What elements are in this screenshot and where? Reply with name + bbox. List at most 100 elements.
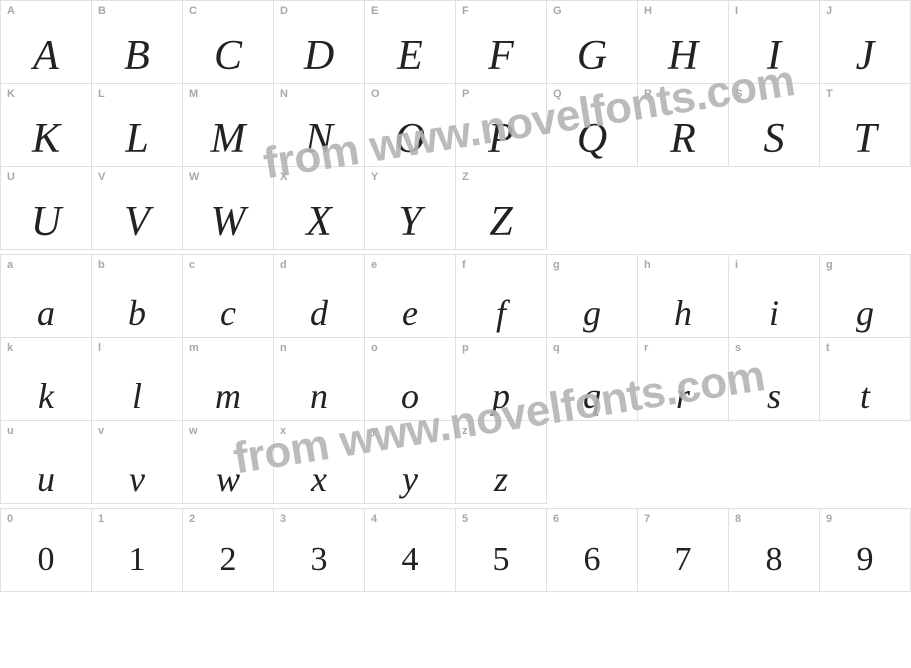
cell-glyph: 6 [547, 543, 637, 577]
glyph-cell: ww [183, 421, 274, 504]
cell-glyph: U [1, 201, 91, 243]
glyph-cell: 77 [638, 509, 729, 592]
cell-glyph: L [92, 118, 182, 160]
cell-label: p [462, 342, 469, 354]
glyph-cell: 22 [183, 509, 274, 592]
cell-glyph: 2 [183, 543, 273, 577]
cell-label: B [98, 5, 106, 17]
glyph-cell: VV [92, 167, 183, 250]
cell-label: M [189, 88, 198, 100]
glyph-cell: ZZ [456, 167, 547, 250]
glyph-cell: GG [547, 1, 638, 84]
glyph-cell: NN [274, 84, 365, 167]
cell-label: O [371, 88, 380, 100]
glyph-cell: DD [274, 1, 365, 84]
cell-label: n [280, 342, 287, 354]
cell-glyph: C [183, 35, 273, 77]
glyph-cell: JJ [820, 1, 911, 84]
glyph-cell: hh [638, 255, 729, 338]
cell-glyph: v [92, 461, 182, 497]
cell-label: N [280, 88, 288, 100]
cell-label: T [826, 88, 833, 100]
cell-glyph: s [729, 378, 819, 414]
glyph-cell: CC [183, 1, 274, 84]
cell-glyph: X [274, 201, 364, 243]
cell-label: F [462, 5, 469, 17]
cell-glyph: M [183, 118, 273, 160]
cell-glyph: z [456, 461, 546, 497]
cell-glyph: F [456, 35, 546, 77]
cell-label: g [826, 259, 833, 271]
cell-label: Z [462, 171, 469, 183]
cell-label: U [7, 171, 15, 183]
cell-label: l [98, 342, 101, 354]
cell-label: s [735, 342, 741, 354]
glyph-cell: aa [1, 255, 92, 338]
glyph-cell: EE [365, 1, 456, 84]
glyph-cell: RR [638, 84, 729, 167]
cell-glyph: D [274, 35, 364, 77]
cell-glyph: Q [547, 118, 637, 160]
glyph-cell: HH [638, 1, 729, 84]
cell-glyph: h [638, 295, 728, 331]
glyph-cell: tt [820, 338, 911, 421]
glyph-cell: 44 [365, 509, 456, 592]
glyph-cell: yy [365, 421, 456, 504]
glyph-cell: LL [92, 84, 183, 167]
cell-label: X [280, 171, 288, 183]
glyph-cell: 66 [547, 509, 638, 592]
cell-label: w [189, 425, 198, 437]
cell-glyph: f [456, 295, 546, 331]
cell-label: C [189, 5, 197, 17]
cell-label: R [644, 88, 652, 100]
cell-glyph: R [638, 118, 728, 160]
cell-label: 7 [644, 513, 650, 525]
glyph-cell: MM [183, 84, 274, 167]
cell-label: 4 [371, 513, 377, 525]
cell-label: v [98, 425, 104, 437]
cell-label: q [553, 342, 560, 354]
cell-label: f [462, 259, 466, 271]
digits-grid: 00112233445566778899 [0, 508, 911, 592]
glyph-cell: XX [274, 167, 365, 250]
cell-glyph: G [547, 35, 637, 77]
glyph-cell: 99 [820, 509, 911, 592]
cell-glyph: l [92, 378, 182, 414]
cell-label: 8 [735, 513, 741, 525]
cell-label: V [98, 171, 106, 183]
cell-label: b [98, 259, 105, 271]
glyph-cell: BB [92, 1, 183, 84]
cell-glyph: g [547, 295, 637, 331]
cell-label: 9 [826, 513, 832, 525]
glyph-cell: ss [729, 338, 820, 421]
cell-glyph: w [183, 461, 273, 497]
glyph-cell: AA [1, 1, 92, 84]
glyph-cell: TT [820, 84, 911, 167]
cell-glyph: y [365, 461, 455, 497]
cell-label: 1 [98, 513, 104, 525]
cell-label: J [826, 5, 832, 17]
cell-label: Q [553, 88, 562, 100]
cell-label: E [371, 5, 379, 17]
cell-label: L [98, 88, 105, 100]
cell-glyph: J [820, 35, 910, 77]
cell-label: 0 [7, 513, 13, 525]
cell-glyph: E [365, 35, 455, 77]
cell-glyph: 5 [456, 543, 546, 577]
glyph-cell: 33 [274, 509, 365, 592]
cell-glyph: b [92, 295, 182, 331]
cell-glyph: N [274, 118, 364, 160]
glyph-cell: QQ [547, 84, 638, 167]
glyph-cell: 11 [92, 509, 183, 592]
cell-label: r [644, 342, 648, 354]
cell-glyph: n [274, 378, 364, 414]
cell-glyph: O [365, 118, 455, 160]
glyph-cell: cc [183, 255, 274, 338]
cell-label: A [7, 5, 15, 17]
cell-label: e [371, 259, 377, 271]
cell-glyph: P [456, 118, 546, 160]
cell-label: i [735, 259, 738, 271]
cell-label: Y [371, 171, 379, 183]
cell-label: D [280, 5, 288, 17]
glyph-cell: gg [820, 255, 911, 338]
